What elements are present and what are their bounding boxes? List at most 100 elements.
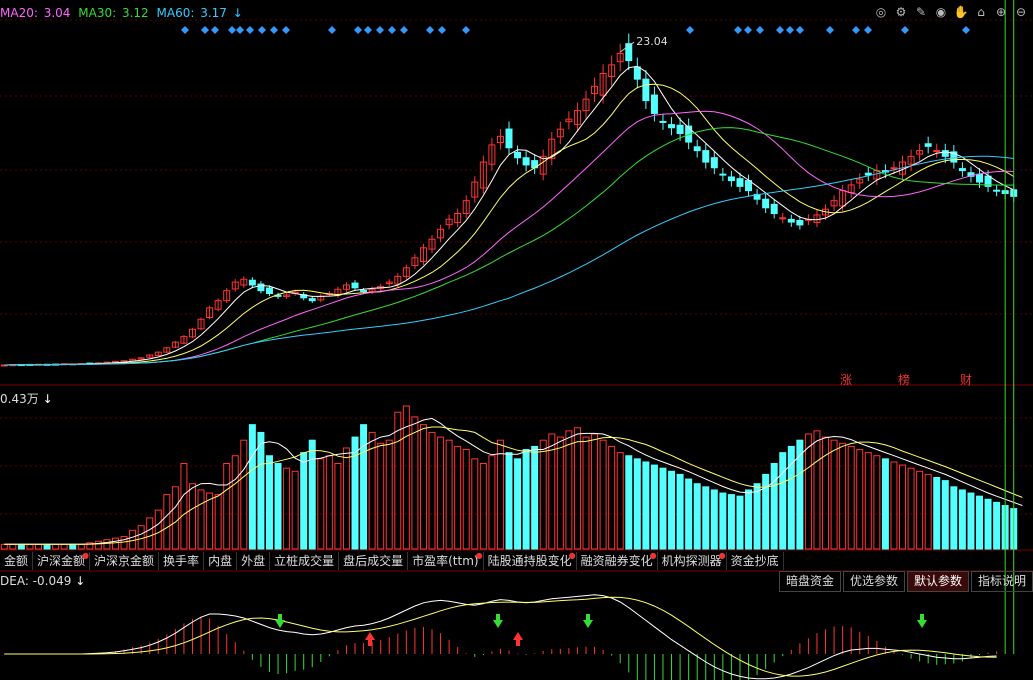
candle bbox=[993, 189, 1001, 192]
volume-bar bbox=[402, 405, 410, 550]
tab-dot-icon: ● bbox=[718, 551, 726, 560]
candle bbox=[454, 213, 462, 223]
volume-bar bbox=[240, 439, 248, 550]
volume-bar bbox=[958, 489, 966, 550]
candle bbox=[591, 85, 599, 95]
marker-cai[interactable]: 财 bbox=[960, 373, 973, 387]
volume-bar bbox=[727, 494, 735, 550]
volume-bar bbox=[796, 439, 804, 550]
candle bbox=[197, 318, 205, 330]
param-button-2[interactable]: 默认参数 bbox=[906, 571, 969, 592]
tab-2[interactable]: 沪深京金额 bbox=[90, 552, 160, 570]
volume-bar bbox=[822, 436, 830, 550]
tab-1[interactable]: 沪深金额 ● bbox=[33, 552, 91, 570]
volume-bar bbox=[950, 486, 958, 550]
volume-bar bbox=[514, 458, 522, 550]
signal-diamond bbox=[756, 26, 764, 34]
candle bbox=[462, 200, 470, 215]
signal-diamond bbox=[438, 26, 446, 34]
param-button-3[interactable]: 指标说明 bbox=[970, 571, 1033, 592]
signal-diamond bbox=[236, 26, 244, 34]
volume-bar bbox=[154, 509, 162, 550]
param-button-1[interactable]: 优选参数 bbox=[842, 571, 905, 592]
volume-bar bbox=[26, 543, 34, 550]
legend-arrow-icon[interactable]: ↓ bbox=[232, 6, 243, 20]
tab-5[interactable]: 外盘 bbox=[237, 552, 271, 570]
tab-7[interactable]: 盘后成交量 bbox=[339, 552, 409, 570]
candle bbox=[206, 307, 214, 318]
signal-diamond bbox=[246, 26, 254, 34]
signal-diamond bbox=[426, 26, 434, 34]
candle bbox=[710, 157, 718, 169]
param-button-0[interactable]: 暗盘资金 bbox=[778, 571, 841, 592]
signal-arrow-icon bbox=[513, 632, 523, 646]
candle bbox=[967, 172, 975, 177]
volume-bar bbox=[770, 463, 778, 550]
settings-icon[interactable]: ⚙ bbox=[895, 5, 907, 19]
candle bbox=[180, 335, 188, 344]
hand-icon[interactable]: ✋ bbox=[953, 5, 969, 19]
plus-icon[interactable]: ⊕ bbox=[995, 5, 1007, 19]
volume-arrow-icon[interactable]: ↓ bbox=[42, 392, 53, 406]
eye-icon[interactable]: ◉ bbox=[935, 5, 947, 19]
tab-label: 金额 bbox=[4, 554, 29, 568]
chart-toolbar: ◎ ⚙ ✎ ◉ ✋ ⌂ ⊕ ⊖ bbox=[873, 4, 1029, 20]
candle bbox=[830, 200, 838, 207]
volume-bar bbox=[231, 455, 239, 550]
peak-price-label: 23.04 bbox=[636, 35, 668, 48]
volume-bar bbox=[411, 416, 419, 550]
tab-11[interactable]: 机构探测器 ● bbox=[658, 552, 727, 570]
candle bbox=[813, 214, 821, 223]
macd-arrow-icon[interactable]: ↓ bbox=[75, 574, 86, 588]
tab-label: 陆股通持股变化 bbox=[487, 554, 572, 568]
tab-8[interactable]: 市盈率(ttm) ● bbox=[408, 552, 484, 570]
candle bbox=[984, 175, 992, 187]
tab-label: 融资融券变化 bbox=[580, 554, 653, 568]
volume-bar bbox=[334, 463, 342, 550]
candle bbox=[188, 328, 196, 338]
volume-bar bbox=[505, 452, 513, 550]
pen-icon[interactable]: ✎ bbox=[915, 5, 927, 19]
volume-bar bbox=[437, 436, 445, 550]
signal-diamond bbox=[462, 26, 470, 34]
signal-diamond bbox=[270, 26, 278, 34]
volume-bar bbox=[317, 458, 325, 550]
marker-bang[interactable]: 榜 bbox=[898, 373, 911, 387]
signal-diamond bbox=[228, 26, 236, 34]
candle bbox=[676, 124, 684, 134]
tab-0[interactable]: 金额 bbox=[0, 552, 34, 570]
volume-bar bbox=[642, 461, 650, 550]
volume-bar bbox=[454, 445, 462, 550]
volume-bar bbox=[445, 439, 453, 550]
candle bbox=[385, 281, 393, 285]
candle bbox=[762, 198, 770, 209]
signal-diamond bbox=[852, 26, 860, 34]
tab-10[interactable]: 融资融券变化 ● bbox=[577, 552, 658, 570]
candle bbox=[796, 220, 804, 226]
candle bbox=[599, 72, 607, 96]
marker-zhang[interactable]: 涨 bbox=[840, 373, 853, 387]
candle bbox=[437, 228, 445, 239]
volume-bar bbox=[257, 431, 265, 550]
volume-bar bbox=[941, 480, 949, 550]
tab-9[interactable]: 陆股通持股变化 ● bbox=[484, 552, 577, 570]
volume-bar bbox=[565, 430, 573, 550]
tab-12[interactable]: 资金抄底 bbox=[727, 552, 784, 570]
candle bbox=[0, 364, 8, 367]
candle bbox=[522, 157, 530, 166]
bank-icon[interactable]: ⌂ bbox=[977, 5, 985, 19]
target-icon[interactable]: ◎ bbox=[875, 5, 887, 19]
volume-bar bbox=[496, 439, 504, 550]
tab-3[interactable]: 换手率 bbox=[159, 552, 205, 570]
volume-bar bbox=[984, 498, 992, 550]
volume-bar bbox=[308, 439, 316, 550]
volume-bar bbox=[69, 543, 77, 550]
candle bbox=[976, 173, 983, 183]
minus-icon[interactable]: ⊖ bbox=[1015, 5, 1027, 19]
volume-bar bbox=[283, 467, 291, 550]
candle bbox=[154, 351, 162, 356]
volume-bar bbox=[813, 430, 821, 550]
tab-4[interactable]: 内盘 bbox=[204, 552, 238, 570]
tab-6[interactable]: 立桩成交量 bbox=[270, 552, 340, 570]
